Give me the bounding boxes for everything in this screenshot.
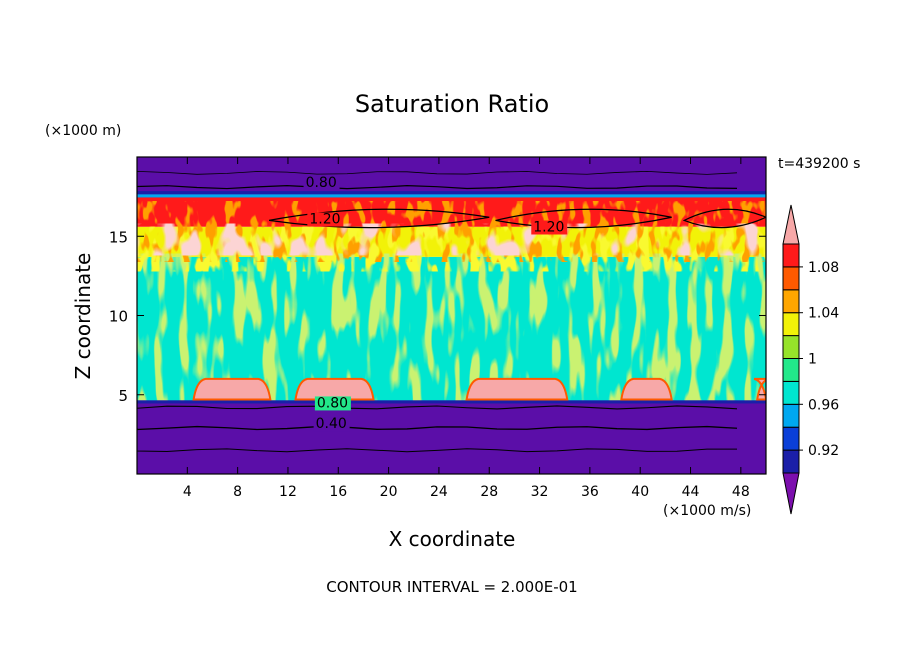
colorbar-label: 1.04: [808, 306, 839, 322]
x-tick-label: 44: [682, 484, 700, 500]
contour-line-4: [137, 170, 738, 175]
y-tick-label: 5: [118, 387, 128, 405]
contour-label-bg-2: [531, 220, 568, 235]
colorbar: 1.08 1.04 1 0.96 0.92: [782, 204, 839, 515]
colorbar-label: 1.08: [808, 260, 839, 276]
colorbar-bin: [782, 403, 800, 428]
transition-strip-2: [137, 194, 766, 198]
y-axis-label: Z coordinate: [71, 253, 95, 380]
transition-strip-0: [137, 400, 766, 404]
colorbar-bin: [782, 426, 800, 451]
colorbar-bin: [782, 335, 800, 360]
lens-patch-3: [620, 377, 673, 401]
lens-patch-2: [465, 377, 569, 401]
contour-line-0: [137, 448, 738, 453]
contour-loop-2: [682, 208, 766, 229]
contour-line-1: [137, 425, 738, 431]
colorbar-max-arrow: [782, 204, 800, 245]
chart-title: Saturation Ratio: [355, 90, 549, 118]
field-texture-mid: [137, 253, 766, 402]
time-label: t=439200 s: [778, 156, 860, 172]
contour-interval-label: CONTOUR INTERVAL = 2.000E-01: [326, 578, 577, 596]
colorbar-bin: [782, 358, 800, 382]
x-tick-label: 48: [732, 484, 750, 500]
contour-loop-0: [268, 208, 490, 229]
x-tick-label: 8: [233, 484, 242, 500]
contour-label-0: 0.80: [306, 175, 337, 191]
y-axis: 5 10 15: [109, 228, 766, 405]
contour-label-bg-3: [314, 396, 351, 411]
colorbar-bin: [782, 449, 800, 474]
x-tick-label: 40: [631, 484, 649, 500]
colorbar-bin: [782, 243, 800, 268]
x-tick-label: 32: [531, 484, 549, 500]
contour-line-2: [137, 405, 738, 410]
x-unit-label: (×1000 m/s): [663, 503, 751, 519]
contour-label-bg-0: [303, 176, 340, 191]
lens-patch-1: [294, 377, 375, 401]
colorbar-bin: [782, 266, 800, 291]
contour-label-bg-4: [313, 417, 350, 432]
transition-strip-1: [137, 197, 766, 201]
x-tick-label: 4: [183, 484, 192, 500]
x-tick-label: 36: [581, 484, 599, 500]
y-tick-label: 15: [109, 228, 128, 246]
transition-strip-3: [137, 191, 766, 195]
plot-area: 0.80 1.20 1.20 0.80 0.40: [137, 157, 766, 474]
y-tick-label: 10: [109, 308, 128, 326]
colorbar-label: 0.96: [808, 397, 839, 413]
colorbar-bin: [782, 380, 800, 405]
x-tick-label: 20: [380, 484, 398, 500]
contour-label-4: 0.40: [316, 416, 347, 432]
x-tick-label: 28: [480, 484, 498, 500]
colorbar-bin: [782, 312, 800, 337]
field-texture-pink: [137, 223, 766, 256]
colorbar-label: 0.92: [808, 443, 839, 459]
field-band-0: [137, 402, 766, 474]
colorbar-min-arrow: [782, 472, 800, 515]
contour-label-bg-1: [307, 212, 344, 227]
x-axis: 4 8 12 16 20 24 28 32 36 40 44 48: [183, 157, 750, 500]
y-unit-label: (×1000 m): [45, 123, 121, 139]
x-tick-label: 12: [279, 484, 297, 500]
x-axis-label: X coordinate: [389, 527, 516, 551]
contour-label-3: 0.80: [317, 395, 348, 411]
contour-line-3: [137, 185, 738, 190]
x-tick-label: 16: [329, 484, 347, 500]
x-tick-label: 24: [430, 484, 448, 500]
contour-label-1: 1.20: [309, 212, 340, 228]
contour-label-2: 1.20: [533, 219, 564, 235]
colorbar-label: 1: [808, 352, 817, 368]
lens-patch-0: [192, 377, 272, 401]
colorbar-bin: [782, 289, 800, 314]
